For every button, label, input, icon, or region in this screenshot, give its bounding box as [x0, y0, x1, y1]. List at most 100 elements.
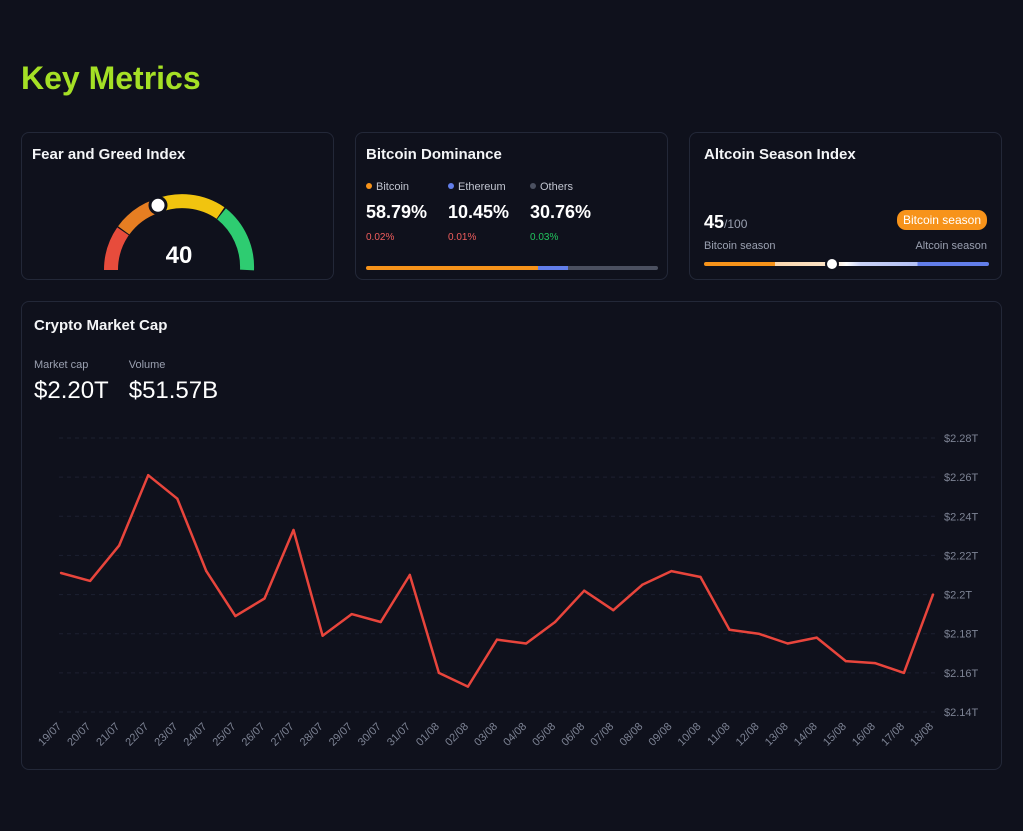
volume-label: Volume [128, 359, 166, 371]
data-point [379, 620, 382, 624]
data-point [147, 474, 150, 477]
data-point [786, 642, 789, 645]
data-point [234, 614, 237, 618]
data-point [408, 573, 411, 577]
data-point [699, 575, 702, 579]
data-point [612, 609, 615, 612]
data-point [263, 597, 266, 600]
x-tick-label: 05/08 [530, 721, 558, 749]
data-point [728, 628, 731, 631]
dominance-change: 0.01% [448, 232, 477, 243]
x-tick-label: 24/07 [182, 721, 210, 749]
data-point [757, 632, 760, 635]
y-tick-label: $2.26T [944, 472, 979, 484]
dominance-item-bitcoin: Bitcoin 58.79% 0.02% [366, 181, 427, 243]
fear-greed-value: 40 [166, 242, 193, 269]
dominance-change: 0.02% [366, 232, 395, 243]
dominance-item-others: Others 30.76% 0.03% [530, 181, 591, 243]
fear-greed-card[interactable]: Fear and Greed Index 40 [21, 132, 334, 280]
bitcoin-season-label: Bitcoin season [704, 240, 776, 252]
x-tick-label: 09/08 [647, 721, 675, 749]
x-tick-label: 12/08 [734, 721, 762, 749]
dominance-bar-ethereum [537, 266, 569, 270]
data-point [641, 583, 644, 586]
x-tick-label: 10/08 [676, 721, 704, 749]
x-tick-label: 29/07 [327, 721, 355, 749]
x-tick-label: 15/08 [821, 721, 849, 749]
gauge-icon: 40 [103, 194, 255, 271]
x-tick-label: 08/08 [618, 721, 646, 749]
dominance-bar-bitcoin [366, 266, 538, 270]
bitcoin-dominance-card[interactable]: Bitcoin Dominance Bitcoin 58.79% 0.02% Ethe… [355, 132, 668, 280]
x-tick-label: 04/08 [501, 721, 529, 749]
data-point [844, 659, 847, 663]
x-tick-label: 23/07 [152, 721, 180, 749]
data-point [466, 685, 470, 688]
data-point [553, 620, 557, 624]
market-cap-chart[interactable]: $2.14T $2.16T $2.18T $2.2T $2.22T $2.24T $2.26… [22, 302, 1003, 771]
x-tick-label: 21/07 [94, 721, 122, 749]
market-cap-title: Crypto Market Cap [34, 317, 168, 334]
dominance-label: Bitcoin [366, 181, 427, 193]
x-tick-label: 31/07 [385, 721, 413, 749]
data-point [873, 661, 877, 665]
x-tick-label: 18/08 [908, 721, 936, 749]
x-tick-label: 01/08 [414, 721, 442, 749]
season-slider-track [704, 262, 989, 266]
data-point [321, 634, 324, 637]
season-slider-knob[interactable] [825, 257, 840, 271]
altcoin-season-label: Altcoin season [915, 240, 987, 252]
data-point [117, 544, 121, 547]
dominance-value: 58.79% [366, 202, 428, 222]
x-tick-label: 11/08 [705, 721, 732, 748]
data-point [524, 642, 528, 645]
x-tick-label: 20/07 [65, 721, 93, 749]
market-cap-card[interactable]: Crypto Market Cap Market cap $2.20T Volu… [21, 301, 1002, 770]
season-badge: Bitcoin season [896, 210, 987, 230]
dominance-value: 30.76% [530, 202, 592, 222]
legend-dot-icon [448, 183, 454, 189]
x-tick-label: 30/07 [356, 721, 384, 749]
needle-knob-icon [148, 195, 168, 215]
x-tick-label: 25/07 [211, 721, 239, 749]
altcoin-season-card[interactable]: Altcoin Season Index 45/100 Bitcoin seas… [689, 132, 1002, 280]
y-tick-label: $2.18T [944, 629, 979, 641]
x-tick-label: 17/08 [879, 721, 907, 749]
x-tick-label: 13/08 [763, 721, 791, 749]
data-point [902, 671, 906, 675]
dominance-value: 10.45% [448, 202, 510, 222]
legend-dot-icon [366, 183, 372, 189]
dominance-title: Bitcoin Dominance [366, 146, 502, 163]
dominance-item-ethereum: Ethereum 10.45% 0.01% [448, 181, 509, 243]
dominance-label: Ethereum [448, 181, 509, 193]
gauge-segment-extreme-fear [103, 227, 129, 271]
x-tick-label: 16/08 [850, 721, 878, 749]
data-point [350, 612, 353, 616]
altcoin-max: /100 [724, 217, 748, 231]
dominance-bar [366, 266, 658, 270]
volume-stat: Volume $51.57B [129, 359, 218, 405]
dominance-bar-others [568, 266, 658, 270]
legend-dot-icon [530, 183, 536, 189]
altcoin-value: 45 [704, 212, 725, 232]
market-cap-value: $2.20T [34, 377, 109, 404]
data-point [670, 569, 673, 573]
x-tick-label: 06/08 [559, 721, 587, 749]
altcoin-title: Altcoin Season Index [704, 146, 856, 163]
market-cap-label: Market cap [34, 359, 89, 371]
x-tick-label: 14/08 [792, 721, 820, 749]
x-tick-label: 27/07 [269, 721, 297, 749]
x-tick-label: 28/07 [298, 721, 326, 749]
y-tick-label: $2.16T [944, 668, 979, 680]
y-tick-label: $2.14T [944, 707, 979, 719]
volume-value: $51.57B [128, 377, 219, 404]
fear-greed-title: Fear and Greed Index [32, 146, 186, 163]
data-point [815, 636, 818, 639]
y-tick-label: $2.24T [944, 511, 979, 523]
gauge-segment-greed [216, 208, 255, 271]
x-tick-label: 03/08 [472, 721, 500, 749]
data-point [88, 579, 92, 583]
data-point [205, 569, 208, 573]
y-tick-label: $2.2T [944, 590, 972, 602]
dominance-change: 0.03% [530, 232, 559, 243]
